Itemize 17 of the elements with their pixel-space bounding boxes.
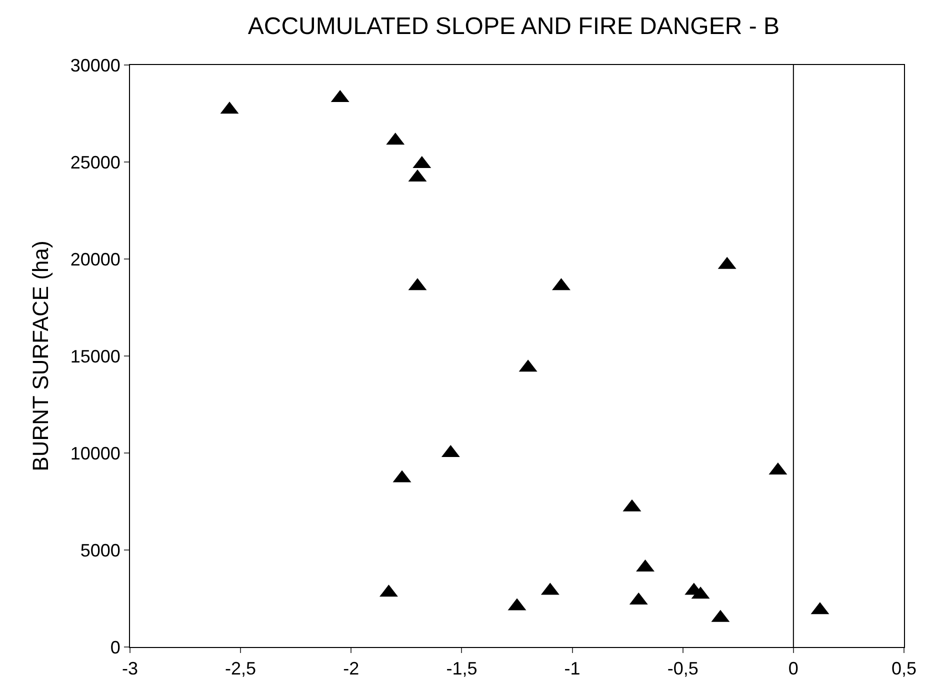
y-tick-label: 0 [110, 637, 120, 658]
chart-title: ACCUMULATED SLOPE AND FIRE DANGER - B [248, 13, 780, 40]
x-tick-label: -1,5 [446, 658, 478, 679]
x-tick-label: 0,5 [891, 658, 917, 679]
x-tick-label: -0,5 [667, 658, 698, 679]
x-tick-label: -1 [564, 658, 580, 679]
y-axis-title: BURNT SURFACE (ha) [28, 240, 54, 472]
y-tick-label: 15000 [70, 346, 120, 366]
y-tick-label: 25000 [70, 152, 120, 172]
x-tick-label: -3 [122, 658, 138, 679]
y-tick-label: 30000 [70, 55, 120, 76]
y-tick-label: 5000 [80, 540, 120, 560]
x-tick-label: -2,5 [225, 658, 256, 679]
y-tick-label: 20000 [70, 249, 120, 270]
y-tick-label: 10000 [70, 443, 120, 464]
x-tick-label: 0 [788, 658, 798, 679]
x-tick-label: -2 [343, 658, 360, 679]
